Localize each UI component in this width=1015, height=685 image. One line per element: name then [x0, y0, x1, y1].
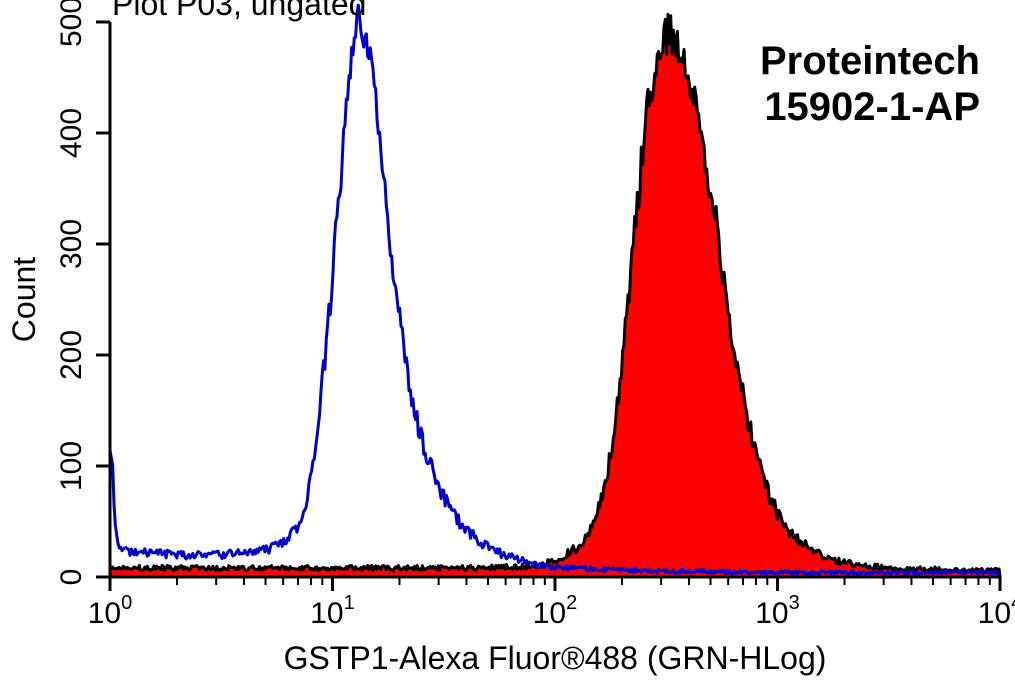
plot-title: Plot P03, ungated — [112, 0, 366, 22]
x-tick-label: 104 — [978, 592, 1015, 630]
x-axis-label: GSTP1-Alexa Fluor®488 (GRN-HLog) — [284, 640, 827, 676]
annotation-brand: Proteintech — [760, 39, 980, 83]
x-tick-label: 101 — [310, 592, 355, 630]
y-tick-label: 500 — [55, 0, 88, 47]
x-tick-label: 102 — [533, 592, 578, 630]
y-tick-label: 400 — [55, 108, 88, 158]
flow-cytometry-histogram: 0100200300400500Count100101102103104GSTP… — [0, 0, 1015, 685]
x-tick-label: 100 — [88, 592, 133, 630]
annotation-catalog: 15902-1-AP — [764, 85, 980, 129]
y-tick-label: 100 — [55, 441, 88, 491]
y-tick-label: 200 — [55, 330, 88, 380]
y-axis-label: Count — [6, 257, 42, 343]
chart-container: 0100200300400500Count100101102103104GSTP… — [0, 0, 1015, 685]
x-tick-label: 103 — [755, 592, 800, 630]
y-tick-label: 0 — [55, 569, 88, 586]
y-tick-label: 300 — [55, 219, 88, 269]
